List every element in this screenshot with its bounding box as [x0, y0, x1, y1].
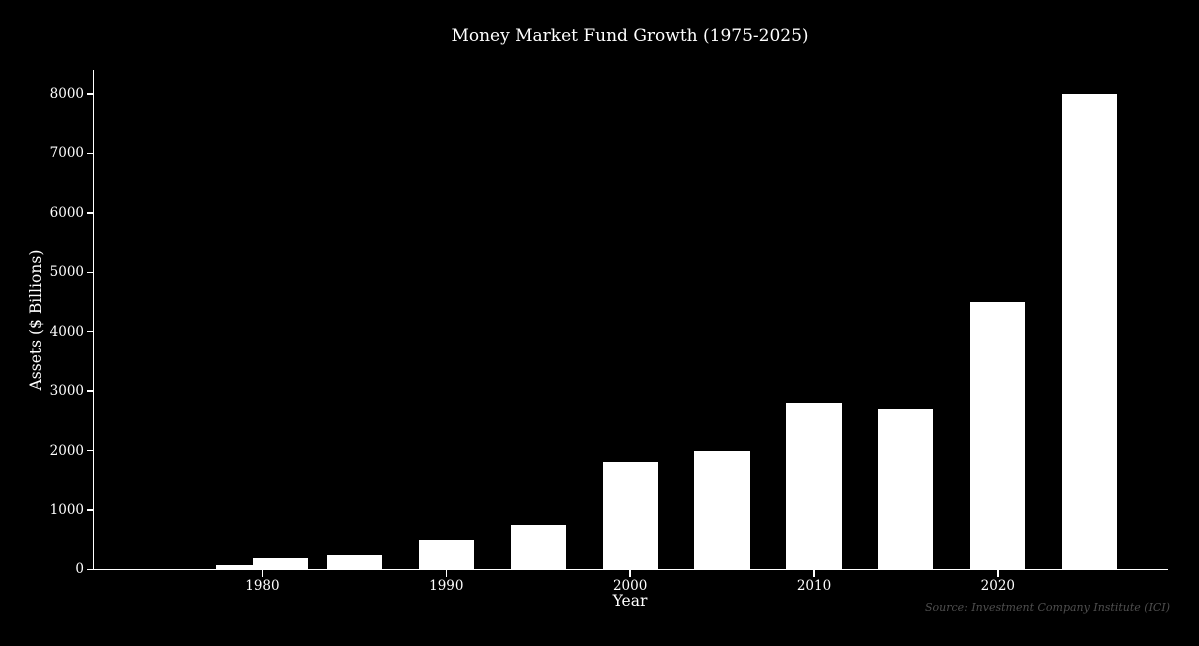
- x-axis-line: [92, 568, 1168, 571]
- y-tick: [86, 93, 93, 95]
- x-tick-label: 2000: [612, 578, 648, 595]
- y-tick: [86, 568, 93, 571]
- y-tick-label: 4000: [49, 323, 84, 340]
- bar-1985: [326, 554, 382, 570]
- source-note: Source: Investment Company Institute (IC…: [924, 601, 1170, 614]
- x-axis-label: Year: [612, 592, 648, 610]
- y-tick-label: 1000: [49, 501, 84, 518]
- y-tick-label: 3000: [49, 383, 84, 400]
- y-tick: [86, 331, 93, 333]
- bar-2015: [878, 408, 934, 570]
- y-axis-line: [92, 70, 94, 571]
- x-tick-label: 1990: [429, 578, 464, 595]
- y-tick-label: 7000: [49, 145, 84, 162]
- bar-1995: [510, 524, 566, 570]
- y-tick-label: 0: [75, 561, 84, 578]
- y-tick-label: 2000: [49, 442, 84, 459]
- y-tick-label: 5000: [49, 264, 84, 281]
- y-tick-label: 6000: [49, 204, 84, 221]
- bar-2020: [970, 301, 1026, 570]
- x-tick: [629, 570, 631, 577]
- x-tick-label: 2010: [796, 578, 832, 595]
- bar-2005: [694, 450, 750, 570]
- y-tick: [86, 271, 93, 273]
- x-tick: [445, 570, 447, 577]
- y-tick: [86, 509, 93, 511]
- y-tick: [86, 390, 93, 392]
- y-tick: [86, 152, 93, 155]
- x-tick: [261, 570, 264, 577]
- y-tick-label: 8000: [49, 86, 84, 102]
- bar-2025: [1062, 94, 1118, 570]
- y-tick: [86, 212, 93, 214]
- bar-2010: [786, 403, 842, 570]
- bar-1979: [216, 564, 272, 570]
- bar-1981: [253, 557, 309, 570]
- y-tick: [86, 449, 93, 452]
- x-tick-label: 1980: [245, 578, 280, 595]
- bar-2000: [602, 462, 658, 570]
- x-tick: [813, 570, 815, 577]
- x-tick: [997, 570, 999, 577]
- x-tick-label: 2020: [980, 578, 1016, 595]
- chart-title: Money Market Fund Growth (1975-2025): [451, 26, 809, 46]
- bar-1990: [418, 539, 474, 570]
